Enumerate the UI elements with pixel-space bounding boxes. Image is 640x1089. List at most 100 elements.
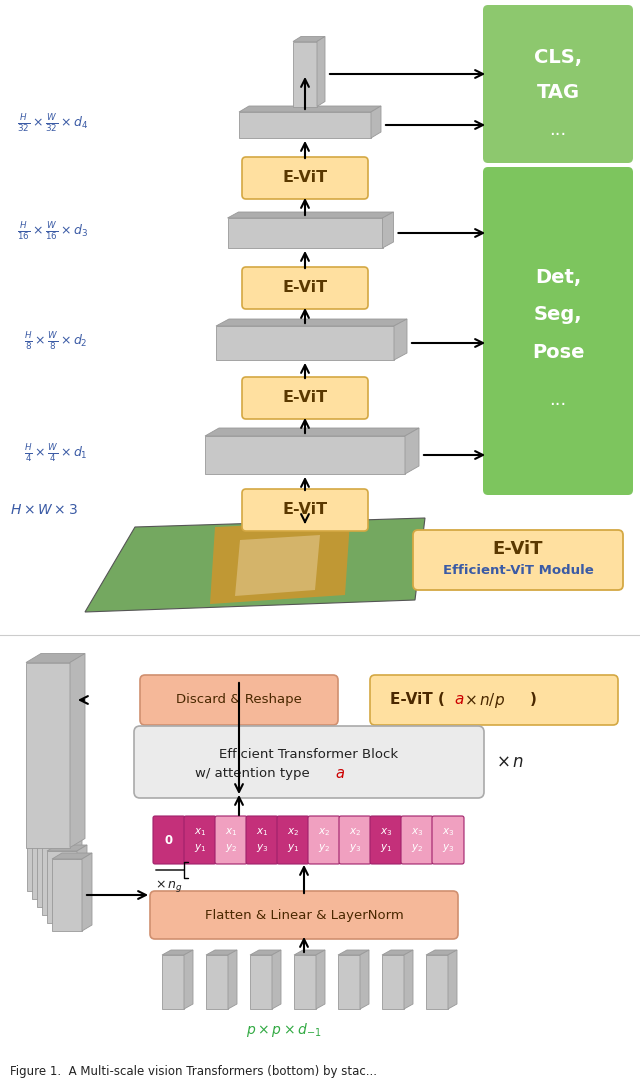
FancyBboxPatch shape (205, 436, 405, 474)
Polygon shape (77, 845, 87, 923)
Polygon shape (52, 853, 92, 859)
Text: $x_2$: $x_2$ (349, 827, 361, 837)
Polygon shape (404, 950, 413, 1010)
Text: $x_2$: $x_2$ (287, 827, 299, 837)
Text: E-ViT: E-ViT (282, 502, 328, 517)
FancyBboxPatch shape (47, 851, 77, 923)
FancyBboxPatch shape (134, 726, 484, 798)
FancyBboxPatch shape (239, 112, 371, 138)
Text: E-ViT: E-ViT (282, 391, 328, 405)
Polygon shape (42, 837, 82, 843)
FancyBboxPatch shape (308, 816, 340, 864)
FancyBboxPatch shape (26, 662, 70, 847)
Text: Det,: Det, (535, 269, 581, 287)
Polygon shape (62, 821, 72, 900)
FancyBboxPatch shape (426, 955, 448, 1010)
FancyBboxPatch shape (483, 5, 633, 163)
FancyBboxPatch shape (242, 489, 368, 531)
Text: $y_3$: $y_3$ (349, 842, 361, 854)
Text: $y_1$: $y_1$ (194, 842, 206, 854)
Text: ): ) (530, 693, 537, 708)
Polygon shape (405, 428, 419, 474)
Text: TAG: TAG (536, 83, 580, 101)
FancyBboxPatch shape (339, 816, 371, 864)
FancyBboxPatch shape (413, 530, 623, 590)
Polygon shape (210, 521, 350, 604)
Text: $x_3$: $x_3$ (411, 827, 423, 837)
Polygon shape (235, 535, 320, 596)
Text: $y_1$: $y_1$ (380, 842, 392, 854)
FancyBboxPatch shape (162, 955, 184, 1010)
Text: $x_1$: $x_1$ (256, 827, 268, 837)
Polygon shape (205, 428, 419, 436)
Text: $\mathbf{\mathit{a}}$: $\mathbf{\mathit{a}}$ (335, 766, 345, 781)
FancyBboxPatch shape (242, 267, 368, 309)
Text: $y_3$: $y_3$ (442, 842, 454, 854)
FancyBboxPatch shape (227, 218, 383, 248)
Polygon shape (27, 813, 67, 819)
Polygon shape (394, 319, 407, 360)
Text: CLS,: CLS, (534, 49, 582, 68)
FancyBboxPatch shape (150, 891, 458, 939)
Text: $x_1$: $x_1$ (225, 827, 237, 837)
Polygon shape (216, 319, 407, 326)
Polygon shape (448, 950, 457, 1010)
FancyBboxPatch shape (42, 843, 72, 915)
Text: $y_2$: $y_2$ (318, 842, 330, 854)
Text: $x_1$: $x_1$ (194, 827, 206, 837)
Text: $x_3$: $x_3$ (380, 827, 392, 837)
Polygon shape (26, 653, 85, 662)
Polygon shape (239, 106, 381, 112)
Polygon shape (32, 821, 72, 827)
Text: $\times\, n/p$: $\times\, n/p$ (464, 690, 505, 710)
Polygon shape (228, 950, 237, 1010)
Text: E-ViT: E-ViT (282, 171, 328, 185)
FancyBboxPatch shape (277, 816, 309, 864)
Text: $\times\, n$: $\times\, n$ (496, 752, 524, 771)
FancyBboxPatch shape (37, 835, 67, 907)
FancyBboxPatch shape (184, 816, 216, 864)
FancyBboxPatch shape (293, 41, 317, 107)
Text: $y_2$: $y_2$ (225, 842, 237, 854)
Text: $y_3$: $y_3$ (256, 842, 268, 854)
Text: Seg,: Seg, (534, 306, 582, 325)
Text: $\times\, n_g$: $\times\, n_g$ (155, 878, 183, 894)
Polygon shape (67, 829, 77, 907)
Text: Efficient-ViT Module: Efficient-ViT Module (443, 564, 593, 577)
FancyBboxPatch shape (382, 955, 404, 1010)
Text: $x_3$: $x_3$ (442, 827, 454, 837)
Polygon shape (382, 950, 413, 955)
Polygon shape (272, 950, 281, 1010)
Text: $\mathit{a}$: $\mathit{a}$ (454, 693, 465, 708)
Text: Flatten & Linear & LayerNorm: Flatten & Linear & LayerNorm (205, 908, 403, 921)
FancyBboxPatch shape (215, 816, 247, 864)
Text: Figure 1.  A Multi-scale vision Transformers (bottom) by stac...: Figure 1. A Multi-scale vision Transform… (10, 1065, 377, 1078)
FancyBboxPatch shape (206, 955, 228, 1010)
Polygon shape (426, 950, 457, 955)
Text: $\frac{H}{16}\times\frac{W}{16}\times d_3$: $\frac{H}{16}\times\frac{W}{16}\times d_… (17, 220, 88, 242)
FancyBboxPatch shape (140, 675, 338, 725)
FancyBboxPatch shape (242, 377, 368, 419)
Polygon shape (294, 950, 325, 955)
Text: $x_2$: $x_2$ (318, 827, 330, 837)
Text: E-ViT (: E-ViT ( (390, 693, 445, 708)
Polygon shape (70, 653, 85, 847)
FancyBboxPatch shape (401, 816, 433, 864)
FancyBboxPatch shape (483, 167, 633, 495)
FancyBboxPatch shape (27, 819, 57, 891)
FancyBboxPatch shape (216, 326, 394, 360)
Text: $\frac{H}{4}\times\frac{W}{4}\times d_1$: $\frac{H}{4}\times\frac{W}{4}\times d_1$ (24, 442, 88, 464)
Text: 0: 0 (165, 833, 173, 846)
Polygon shape (360, 950, 369, 1010)
Text: Pose: Pose (532, 343, 584, 362)
Polygon shape (316, 950, 325, 1010)
Text: $p \times p \times d_{-1}$: $p \times p \times d_{-1}$ (246, 1021, 322, 1039)
Text: $\frac{H}{32}\times\frac{W}{32}\times d_4$: $\frac{H}{32}\times\frac{W}{32}\times d_… (17, 112, 88, 134)
Text: Discard & Reshape: Discard & Reshape (176, 694, 302, 707)
FancyBboxPatch shape (250, 955, 272, 1010)
FancyBboxPatch shape (338, 955, 360, 1010)
Text: w/ attention type: w/ attention type (195, 767, 314, 780)
FancyBboxPatch shape (370, 816, 402, 864)
Polygon shape (338, 950, 369, 955)
Polygon shape (162, 950, 193, 955)
